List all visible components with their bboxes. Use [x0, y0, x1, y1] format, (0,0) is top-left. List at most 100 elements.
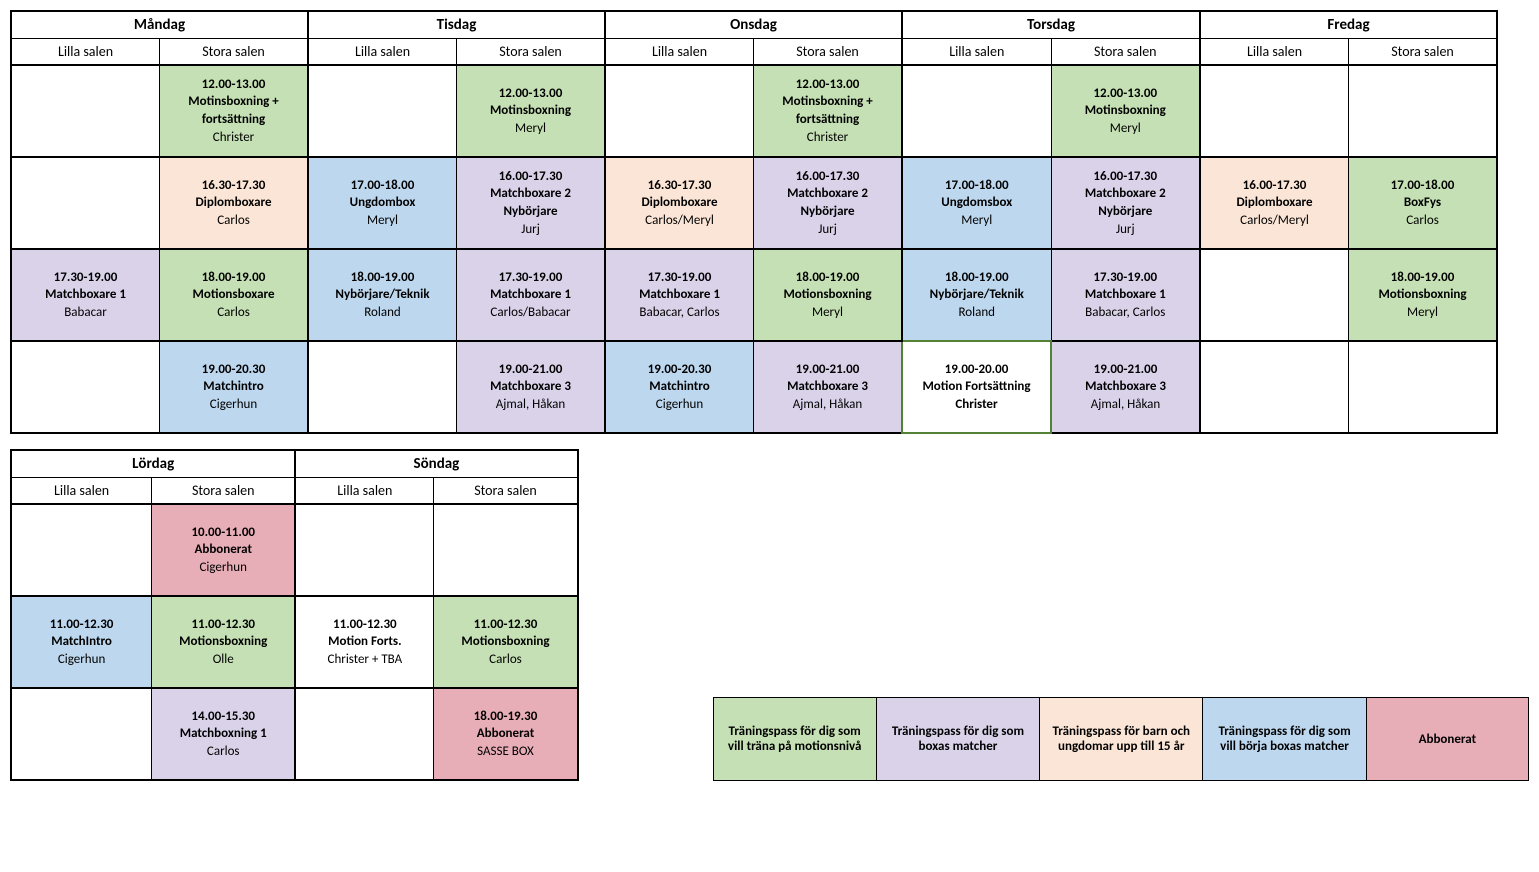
cell-wed-lilla-r4: 19.00-20.30 Matchintro Cigerhun [605, 341, 754, 433]
cell-title: Nybörjare/Teknik [909, 286, 1045, 304]
cell-instr: Ajmal, Håkan [463, 396, 598, 414]
room-mon-stora: Stora salen [160, 39, 309, 66]
cell-time: 11.00-12.30 [18, 616, 145, 634]
cell-title: Motinsboxning [1058, 102, 1194, 120]
week-row-1: 12.00-13.00 Motinsboxning + fortsättning… [11, 65, 1497, 157]
day-tue: Tisdag [308, 11, 605, 39]
room-fri-stora: Stora salen [1349, 39, 1498, 66]
room-tue-stora: Stora salen [457, 39, 606, 66]
legend: Träningspass för dig som vill träna på m… [713, 697, 1529, 781]
cell-time: 19.00-20.00 [909, 361, 1044, 379]
cell-tue-stora-r3: 17.30-19.00 Matchboxare 1 Carlos/Babacar [457, 249, 606, 341]
cell-sat-stora-r2: 11.00-12.30 Motionsboxning Olle [152, 596, 296, 688]
cell-thu-stora-r4: 19.00-21.00 Matchboxare 3 Ajmal, Håkan [1051, 341, 1200, 433]
cell-instr: Jurj [463, 221, 598, 239]
weekend-row-1: 10.00-11.00 Abbonerat Cigerhun [11, 504, 578, 596]
cell-instr: Meryl [1355, 304, 1490, 322]
cell-empty [11, 341, 160, 433]
weekend-schedule: Lördag Söndag Lilla salen Stora salen Li… [10, 449, 579, 781]
cell-thu-lilla-r4: 19.00-20.00 Motion Fortsättning Christer [902, 341, 1051, 433]
cell-wed-stora-r2: 16.00-17.30 Matchboxare 2 Nybörjare Jurj [754, 157, 903, 249]
cell-title: MatchIntro [18, 633, 145, 651]
cell-time: 11.00-12.30 [158, 616, 288, 634]
cell-instr: Roland [909, 304, 1045, 322]
cell-time: 17.00-18.00 [1355, 177, 1490, 195]
cell-title: Abbonerat [158, 541, 288, 559]
cell-title: Nybörjare/Teknik [315, 286, 450, 304]
cell-instr: Meryl [909, 212, 1045, 230]
cell-empty [295, 504, 434, 596]
cell-mon-stora-r1: 12.00-13.00 Motinsboxning + fortsättning… [160, 65, 309, 157]
cell-sat-stora-r1: 10.00-11.00 Abbonerat Cigerhun [152, 504, 296, 596]
cell-instr: Carlos [1355, 212, 1490, 230]
cell-instr: Carlos/Meryl [1207, 212, 1342, 230]
cell-mon-stora-r2: 16.30-17.30 Diplomboxare Carlos [160, 157, 309, 249]
day-wed: Onsdag [605, 11, 902, 39]
cell-empty [11, 688, 152, 780]
cell-time: 11.00-12.30 [302, 616, 427, 634]
cell-time: 14.00-15.30 [158, 708, 288, 726]
cell-title: Matchboxare 1 [463, 286, 598, 304]
day-sat: Lördag [11, 450, 295, 478]
cell-time: 16.00-17.30 [1207, 177, 1342, 195]
cell-title: Motionsboxning [158, 633, 288, 651]
cell-fri-lilla-r2: 16.00-17.30 Diplomboxare Carlos/Meryl [1200, 157, 1349, 249]
cell-empty [11, 157, 160, 249]
cell-fri-stora-r2: 17.00-18.00 BoxFys Carlos [1349, 157, 1498, 249]
cell-time: 17.30-19.00 [463, 269, 598, 287]
cell-empty [1349, 65, 1498, 157]
cell-thu-lilla-r3: 18.00-19.00 Nybörjare/Teknik Roland [902, 249, 1051, 341]
cell-title: Matchboxare 3 [463, 378, 598, 396]
cell-instr: Carlos [158, 743, 288, 761]
room-tue-lilla: Lilla salen [308, 39, 457, 66]
cell-mon-lilla-r3: 17.30-19.00 Matchboxare 1 Babacar [11, 249, 160, 341]
cell-time: 17.30-19.00 [612, 269, 747, 287]
cell-empty [1200, 65, 1349, 157]
cell-empty [308, 341, 457, 433]
cell-tue-lilla-r2: 17.00-18.00 Ungdombox Meryl [308, 157, 457, 249]
cell-title: Matchintro [166, 378, 301, 396]
cell-time: 17.00-18.00 [315, 177, 450, 195]
cell-empty [605, 65, 754, 157]
cell-title: Motinsboxning [463, 102, 598, 120]
cell-title: Matchboxare 3 [1058, 378, 1193, 396]
cell-instr: Babacar, Carlos [612, 304, 747, 322]
cell-title: Diplomboxare [612, 194, 747, 212]
cell-empty [11, 65, 160, 157]
cell-title: Matchboxning 1 [158, 725, 288, 743]
room-wed-lilla: Lilla salen [605, 39, 754, 66]
cell-instr: Carlos/Babacar [463, 304, 598, 322]
cell-time: 12.00-13.00 [463, 85, 598, 103]
room-sat-lilla: Lilla salen [11, 478, 152, 505]
cell-instr: Cigerhun [166, 396, 301, 414]
cell-title: Ungdombox [315, 194, 450, 212]
cell-time: 16.00-17.30 [463, 168, 598, 186]
day-header-row: Lördag Söndag [11, 450, 578, 478]
legend-pink: Abbonerat [1366, 698, 1528, 781]
cell-time: 11.00-12.30 [440, 616, 570, 634]
cell-time: 17.00-18.00 [909, 177, 1045, 195]
cell-title: Matchintro [612, 378, 747, 396]
week-row-3: 17.30-19.00 Matchboxare 1 Babacar 18.00-… [11, 249, 1497, 341]
cell-time: 16.00-17.30 [760, 168, 895, 186]
cell-title: Motinsboxning + fortsättning [760, 93, 895, 128]
cell-instr: Jurj [1058, 221, 1194, 239]
cell-instr: Olle [158, 651, 288, 669]
week-row-2: 16.30-17.30 Diplomboxare Carlos 17.00-18… [11, 157, 1497, 249]
cell-time: 19.00-21.00 [463, 361, 598, 379]
cell-instr: Carlos [166, 304, 301, 322]
cell-time: 19.00-21.00 [1058, 361, 1193, 379]
cell-title: Motinsboxning + fortsättning [166, 93, 301, 128]
cell-instr: Carlos [166, 212, 301, 230]
cell-instr: Ajmal, Håkan [1058, 396, 1193, 414]
cell-title: Diplomboxare [166, 194, 301, 212]
cell-title: Matchboxare 2 Nybörjare [1058, 185, 1194, 220]
cell-title: Motion Forts. [302, 633, 427, 651]
weekday-schedule: Måndag Tisdag Onsdag Torsdag Fredag Lill… [10, 10, 1498, 434]
cell-sat-lilla-r2: 11.00-12.30 MatchIntro Cigerhun [11, 596, 152, 688]
cell-thu-lilla-r2: 17.00-18.00 Ungdomsbox Meryl [902, 157, 1051, 249]
cell-instr: SASSE BOX [440, 743, 570, 761]
cell-time: 18.00-19.00 [166, 269, 301, 287]
weekend-row-3: 14.00-15.30 Matchboxning 1 Carlos 18.00-… [11, 688, 578, 780]
cell-thu-stora-r2: 16.00-17.30 Matchboxare 2 Nybörjare Jurj [1051, 157, 1200, 249]
